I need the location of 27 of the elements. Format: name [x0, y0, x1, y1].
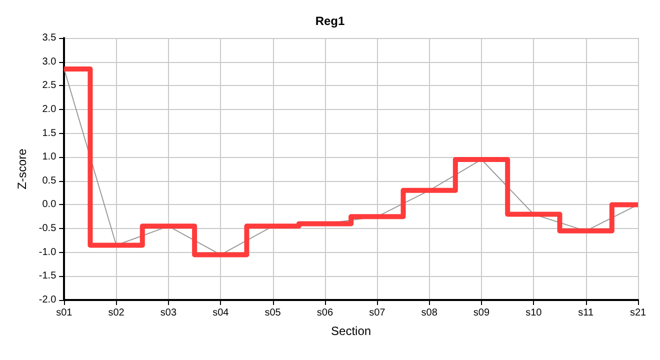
x-tick-label: s11 [578, 308, 594, 318]
y-tick-label: -1.5 [38, 270, 57, 282]
y-tick-label: 3.5 [42, 32, 57, 44]
x-tick-label: s08 [421, 308, 438, 318]
y-tick-label: -1.0 [38, 246, 57, 258]
y-tick-label: 2.0 [42, 104, 57, 115]
y-tick-label: 0.0 [42, 199, 57, 210]
y-tick-label: 3.0 [42, 56, 57, 68]
x-tick-label: s01 [56, 308, 73, 318]
x-tick-label: s21 [630, 308, 646, 318]
x-tick-label: s10 [526, 308, 542, 318]
x-tick-label: s02 [108, 308, 125, 318]
chart-title: Reg1 [315, 14, 345, 28]
y-tick-label: -2.0 [38, 294, 57, 306]
x-tick-label: s06 [316, 308, 334, 318]
y-tick-label: 2.5 [42, 80, 57, 92]
x-tick-label: s03 [160, 308, 177, 318]
x-tick-label: s05 [264, 308, 282, 318]
x-tick-label: s09 [473, 308, 490, 318]
x-tick-label: s07 [369, 308, 386, 318]
x-axis-title: Section [331, 324, 372, 338]
y-tick-label: 1.0 [42, 152, 57, 163]
x-tick-label: s04 [212, 308, 230, 318]
y-tick-label: -0.5 [38, 223, 57, 234]
y-axis-title: Z-score [15, 148, 29, 190]
y-tick-label: 1.5 [42, 128, 57, 139]
y-tick-label: 0.5 [42, 175, 57, 186]
